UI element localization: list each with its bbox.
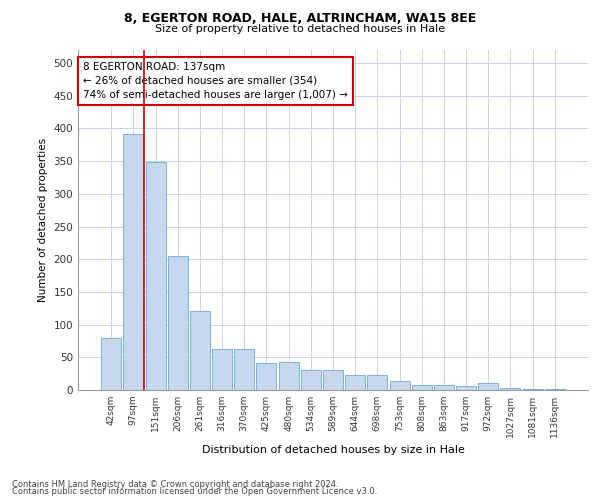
Bar [146, 162, 166, 390]
Bar [190, 311, 210, 390]
Text: Contains public sector information licensed under the Open Government Licence v3: Contains public sector information licen… [12, 488, 377, 496]
Bar [101, 338, 121, 390]
Bar [212, 349, 232, 390]
Text: 8 EGERTON ROAD: 137sqm
← 26% of detached houses are smaller (354)
74% of semi-de: 8 EGERTON ROAD: 137sqm ← 26% of detached… [83, 62, 348, 100]
Bar [367, 375, 388, 390]
Text: Contains HM Land Registry data © Crown copyright and database right 2024.: Contains HM Land Registry data © Crown c… [12, 480, 338, 489]
Bar [256, 362, 277, 390]
X-axis label: Distribution of detached houses by size in Hale: Distribution of detached houses by size … [202, 446, 464, 456]
Bar [545, 388, 565, 390]
Bar [434, 386, 454, 390]
Bar [456, 386, 476, 390]
Bar [323, 370, 343, 390]
Text: 8, EGERTON ROAD, HALE, ALTRINCHAM, WA15 8EE: 8, EGERTON ROAD, HALE, ALTRINCHAM, WA15 … [124, 12, 476, 26]
Bar [124, 134, 143, 390]
Bar [168, 256, 188, 390]
Y-axis label: Number of detached properties: Number of detached properties [38, 138, 48, 302]
Bar [478, 384, 498, 390]
Bar [345, 375, 365, 390]
Bar [412, 385, 432, 390]
Bar [301, 370, 321, 390]
Bar [500, 388, 520, 390]
Bar [278, 362, 299, 390]
Bar [389, 381, 410, 390]
Text: Size of property relative to detached houses in Hale: Size of property relative to detached ho… [155, 24, 445, 34]
Bar [234, 349, 254, 390]
